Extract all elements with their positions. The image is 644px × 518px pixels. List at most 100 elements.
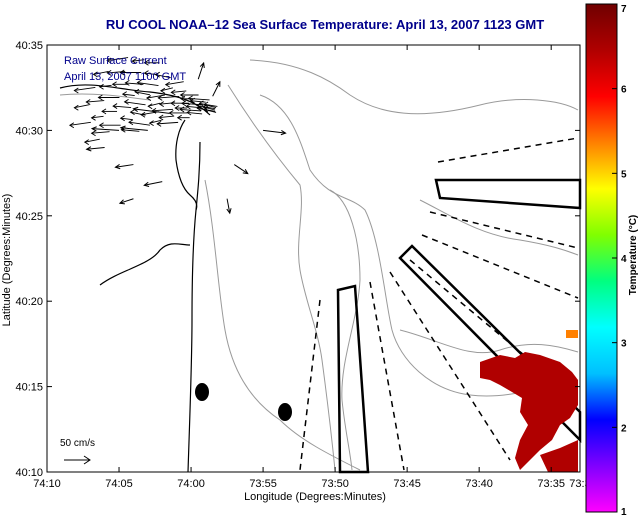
current-vector-head <box>176 114 182 121</box>
scale-arrow <box>64 455 91 465</box>
axes: 74:10 74:05 74:00 73:55 73:50 73:45 73:40 73:35… <box>15 40 590 490</box>
current-vector <box>197 105 216 110</box>
current-vector-head <box>179 92 185 98</box>
y-tick-label: 40:10 <box>15 467 43 479</box>
radial-rays <box>299 137 579 471</box>
current-vector-head <box>123 98 129 105</box>
current-vector <box>212 80 221 97</box>
current-vector-fan <box>68 57 218 146</box>
current-vector-head <box>73 104 79 111</box>
current-vector-head <box>156 120 162 127</box>
radial-ray <box>409 259 579 401</box>
current-vector-head <box>120 126 126 133</box>
chart-title: RU COOL NOAA–12 Sea Surface Temperature:… <box>106 17 544 32</box>
current-vector-head <box>147 103 153 110</box>
bathymetry-contour-offshore <box>419 199 579 256</box>
current-vector <box>151 108 174 112</box>
current-vector <box>99 84 112 88</box>
bathymetry-contour-nearshore <box>204 179 361 471</box>
current-vector-head <box>170 100 176 107</box>
current-vector <box>91 115 104 119</box>
current-vectors <box>68 57 287 215</box>
current-vector <box>121 129 140 132</box>
current-vector <box>134 91 151 96</box>
current-vector <box>113 105 132 109</box>
x-tick-label: 73:55 <box>249 478 277 490</box>
coastline-hook <box>175 119 198 211</box>
current-vector <box>86 100 105 103</box>
current-vector <box>118 198 134 205</box>
bathymetry-contour-south <box>399 329 579 354</box>
coastline <box>59 84 211 473</box>
colorbar-ticks: 1 2 3 4 5 6 7 <box>612 3 627 518</box>
current-vector-head <box>92 71 98 78</box>
bathymetry-contour-bay <box>59 93 151 101</box>
current-vector <box>190 100 206 103</box>
colorbar-tick-label: 4 <box>621 254 627 265</box>
current-vector-head <box>157 95 163 101</box>
current-vector-head <box>196 105 202 112</box>
current-vector <box>137 82 159 87</box>
coastline-bay-shore <box>59 84 211 116</box>
x-tick-label: 73:3 <box>569 478 590 490</box>
current-vector <box>160 87 173 92</box>
current-vector-head <box>73 87 79 94</box>
current-vector-head <box>119 69 125 76</box>
current-vector-head <box>185 103 191 110</box>
bathymetry-contour-inner <box>227 84 336 471</box>
station-markers <box>195 383 292 421</box>
current-vector <box>226 198 232 215</box>
current-vector-head <box>85 99 91 105</box>
y-tick-label: 40:20 <box>15 296 43 308</box>
current-vector <box>197 61 205 80</box>
current-vector <box>93 70 109 75</box>
current-vector-head <box>68 122 75 129</box>
current-vector-head <box>136 79 142 86</box>
colorbar-tick-label: 5 <box>621 169 627 180</box>
colorbar-tick-label: 1 <box>621 507 627 518</box>
legend-line-2: April 13, 2007 1100 GMT <box>64 71 186 83</box>
current-vector <box>107 57 129 61</box>
current-vector <box>148 102 161 107</box>
current-vector-head <box>83 139 90 146</box>
x-tick-label: 73:45 <box>393 478 421 490</box>
current-vector <box>84 138 100 143</box>
current-vector <box>263 129 287 136</box>
current-vector <box>143 181 163 187</box>
current-vector-head <box>121 91 127 97</box>
y-tick-label: 40:15 <box>15 382 43 394</box>
current-vector <box>188 97 210 101</box>
x-axis-label: Longitude (Degrees:Minutes) <box>244 491 386 503</box>
current-vector-head <box>187 95 193 102</box>
current-vector-head <box>164 81 170 88</box>
current-vector <box>186 105 202 109</box>
sst-patch-main <box>480 352 578 470</box>
current-vector <box>132 106 170 114</box>
current-vector <box>128 121 151 126</box>
colorbar-tick-label: 2 <box>621 423 627 434</box>
bathymetry-contours <box>59 59 579 471</box>
sst-patch <box>480 330 578 472</box>
bathymetry-contour-valley <box>329 189 361 471</box>
current-vector-head <box>98 122 104 129</box>
current-vector <box>91 131 110 134</box>
current-vector-head <box>140 111 146 118</box>
current-vector <box>180 108 202 112</box>
station-marker <box>278 403 292 421</box>
bathymetry-contour-channel <box>259 94 579 397</box>
current-vector-head <box>97 94 103 101</box>
radial-ray <box>389 271 511 461</box>
plot-frame <box>46 44 581 473</box>
current-vector <box>158 95 180 99</box>
radial-ray <box>429 211 579 249</box>
x-tick-label: 73:35 <box>537 478 565 490</box>
current-vector <box>149 119 162 124</box>
current-vector <box>122 93 135 97</box>
current-vector <box>157 121 179 125</box>
x-tick-label: 73:50 <box>321 478 349 490</box>
current-vector-head <box>124 80 130 86</box>
current-vector <box>120 117 133 121</box>
colorbar-tick-label: 6 <box>621 85 627 96</box>
current-vector <box>119 125 148 131</box>
current-vector-head <box>170 89 176 96</box>
